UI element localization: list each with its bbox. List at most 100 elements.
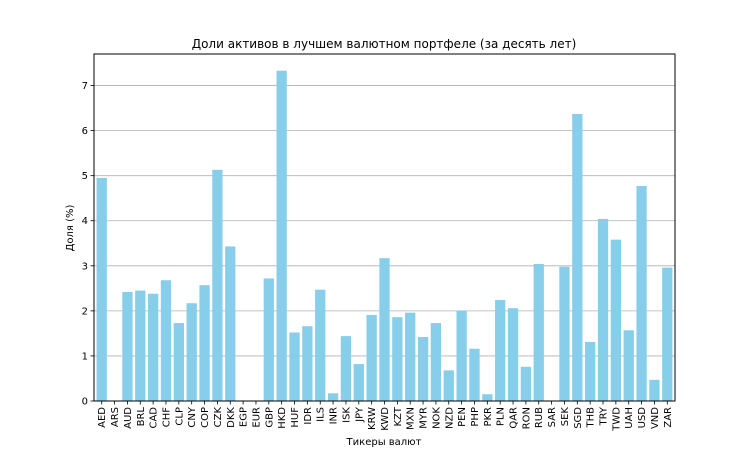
x-tick-label-aed: AED [97, 407, 108, 428]
x-tick-label-sek: SEK [560, 407, 571, 427]
x-tick-label-pen: PEN [457, 407, 468, 427]
bar-isk [340, 336, 352, 401]
x-tick-label-myr: MYR [419, 407, 430, 429]
x-tick-label-hkd: HKD [277, 407, 288, 429]
x-axis-ticks: AED ARS AUD BRL CAD CHF CLP CNY COP CZK DKK EGP EUR G… [97, 401, 674, 432]
bar-gbp [263, 278, 274, 401]
x-tick-label-cop: COP [200, 407, 211, 428]
bar-sek [559, 266, 570, 401]
x-tick-label-qar: QAR [509, 407, 520, 429]
x-tick-label-chf: CHF [161, 407, 172, 428]
bar-thb [585, 341, 596, 401]
x-tick-label-try: TRY [599, 406, 610, 426]
bar-pkr [482, 394, 493, 401]
y-tick-label: 0 [82, 397, 88, 408]
bar-idr [302, 326, 313, 401]
bar-rub [533, 264, 544, 401]
bar-pln [495, 300, 506, 401]
x-tick-label-jpy: JPY [354, 406, 365, 423]
bar-chf [160, 280, 172, 401]
bar-ils [315, 289, 326, 401]
bar-zar [662, 267, 673, 401]
bar-uah [623, 330, 634, 401]
chart-title: Доли активов в лучшем валютном портфеле … [192, 37, 577, 51]
x-tick-label-egp: EGP [239, 407, 250, 427]
y-tick-label: 2 [82, 306, 88, 317]
bar-czk [212, 169, 223, 401]
x-tick-label-sgd: SGD [573, 407, 584, 429]
x-tick-label-cad: CAD [149, 407, 160, 429]
x-tick-label-pln: PLN [496, 407, 507, 426]
y-tick-label: 6 [82, 126, 88, 137]
y-axis-label: Доля (%) [65, 204, 76, 251]
bar-dkk [225, 246, 236, 401]
bar-kwd [379, 258, 390, 401]
x-tick-label-vnd: VND [650, 407, 661, 429]
x-tick-label-rub: RUB [534, 407, 545, 428]
bar-hkd [276, 70, 287, 402]
bar-php [469, 348, 480, 401]
bar-usd [636, 186, 647, 401]
x-axis-label: Тикеры валют [346, 437, 422, 448]
x-tick-label-mxn: MXN [406, 407, 417, 430]
bar-brl [135, 290, 146, 401]
y-tick-label: 3 [82, 261, 88, 272]
bar-mxn [405, 312, 416, 401]
x-tick-label-ron: RON [521, 407, 532, 429]
x-tick-label-zar: ZAR [663, 407, 674, 428]
bar-krw [366, 314, 377, 401]
bar-pen [456, 310, 467, 401]
x-tick-label-eur: EUR [251, 407, 262, 428]
bar-jpy [353, 364, 364, 401]
x-tick-label-pkr: PKR [483, 407, 494, 427]
bar-aed [96, 177, 107, 401]
y-axis-ticks: 0 1 2 3 4 5 6 7 [82, 81, 94, 408]
bar-cad [147, 293, 159, 401]
x-tick-label-thb: THB [586, 407, 597, 429]
x-tick-label-clp: CLP [174, 407, 185, 426]
bar-ron [520, 366, 532, 401]
x-tick-label-uah: UAH [624, 407, 635, 429]
x-tick-label-brl: BRL [136, 407, 147, 427]
bar-clp [173, 323, 184, 401]
bar-aud [122, 291, 133, 401]
bar-inr [327, 393, 339, 401]
bar-vnd [649, 379, 660, 401]
x-tick-label-ils: ILS [316, 407, 327, 422]
y-tick-label: 1 [82, 351, 88, 362]
x-tick-label-aud: AUD [123, 407, 134, 429]
y-tick-label: 7 [82, 81, 88, 92]
x-tick-label-krw: KRW [367, 407, 378, 430]
x-tick-label-inr: INR [329, 407, 340, 424]
bar-cny [186, 303, 197, 401]
x-tick-label-ars: ARS [110, 407, 121, 427]
bar-huf [289, 332, 300, 401]
x-tick-label-twd: TWD [611, 407, 622, 432]
bar-kzt [392, 317, 403, 401]
x-tick-label-idr: IDR [303, 407, 314, 425]
x-tick-label-usd: USD [637, 407, 648, 429]
x-tick-label-dkk: DKK [226, 407, 237, 428]
x-tick-label-kzt: KZT [393, 406, 404, 426]
x-tick-label-nok: NOK [431, 407, 442, 429]
x-tick-label-isk: ISK [341, 407, 352, 423]
x-tick-label-gbp: GBP [264, 407, 275, 428]
bar-qar [507, 308, 519, 401]
bars [96, 70, 673, 402]
y-tick-label: 5 [82, 171, 88, 182]
bar-nok [430, 323, 442, 401]
x-tick-label-sar: SAR [547, 407, 558, 427]
bar-nzd [443, 370, 454, 401]
x-tick-label-huf: HUF [290, 407, 301, 428]
x-tick-label-czk: CZK [213, 407, 224, 428]
x-tick-label-nzd: NZD [444, 407, 455, 429]
bar-cop [199, 285, 210, 401]
bar-try [597, 218, 609, 401]
x-tick-label-kwd: KWD [380, 407, 391, 431]
y-tick-label: 4 [82, 216, 88, 227]
bar-myr [417, 337, 429, 401]
x-tick-label-php: PHP [470, 407, 481, 427]
bar-twd [610, 239, 622, 401]
bar-sgd [572, 113, 583, 401]
